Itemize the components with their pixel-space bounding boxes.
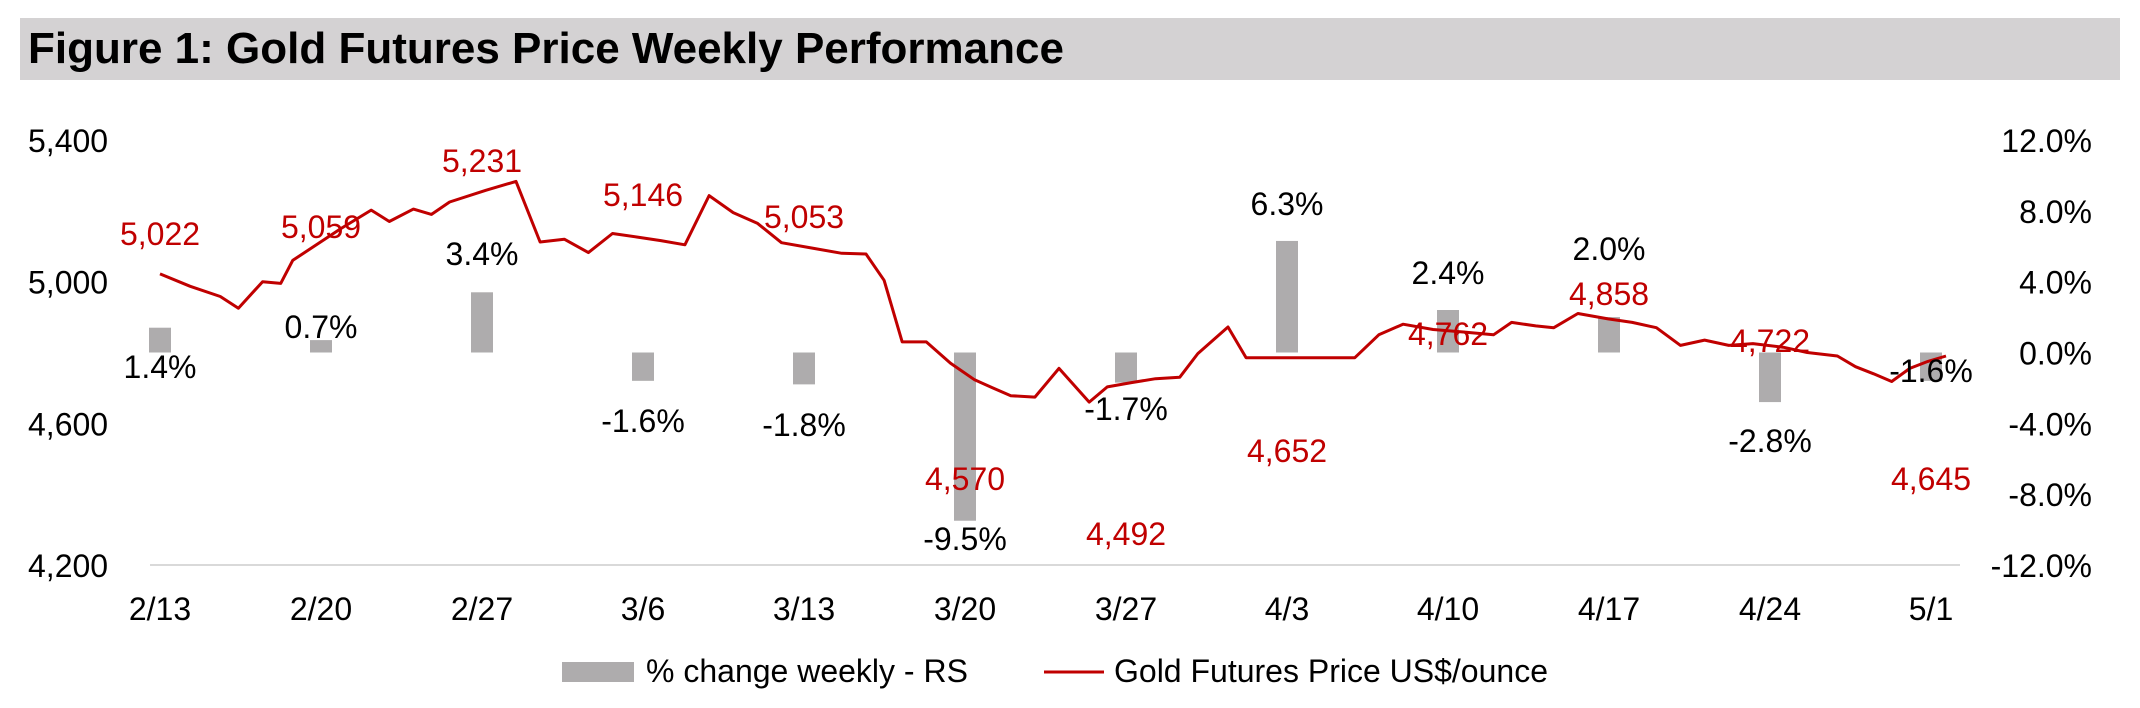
x-tick-label: 4/24 bbox=[1739, 591, 1801, 627]
line-data-label: 5,022 bbox=[120, 216, 200, 252]
right-tick-label: -4.0% bbox=[2008, 406, 2092, 442]
line-data-label: 4,645 bbox=[1891, 461, 1971, 497]
right-tick-label: 8.0% bbox=[2019, 194, 2092, 230]
right-tick-label: -8.0% bbox=[2008, 477, 2092, 513]
bar-data-label: -1.8% bbox=[762, 407, 846, 443]
bar-data-label: -1.6% bbox=[1889, 353, 1973, 389]
bar-3-27 bbox=[1115, 352, 1137, 383]
x-tick-label: 3/6 bbox=[621, 591, 665, 627]
line-data-label: 5,053 bbox=[764, 199, 844, 235]
bar-data-label: 1.4% bbox=[124, 349, 197, 385]
line-data-label: 5,059 bbox=[281, 209, 361, 245]
bar-data-label: 6.3% bbox=[1251, 186, 1324, 222]
bar-4-3 bbox=[1276, 240, 1298, 353]
bar-data-label: 2.0% bbox=[1573, 231, 1646, 267]
legend-bar-label: % change weekly - RS bbox=[646, 653, 968, 689]
x-tick-label: 3/27 bbox=[1095, 591, 1157, 627]
chart-title: Figure 1: Gold Futures Price Weekly Perf… bbox=[28, 24, 1064, 73]
x-tick-label: 3/13 bbox=[773, 591, 835, 627]
x-tick-label: 4/3 bbox=[1265, 591, 1309, 627]
bar-data-label: -2.8% bbox=[1728, 423, 1812, 459]
legend-line-label: Gold Futures Price US$/ounce bbox=[1114, 653, 1548, 689]
bar-data-label: -1.6% bbox=[601, 403, 685, 439]
bar-data-label: 0.7% bbox=[285, 309, 358, 345]
x-tick-label: 4/17 bbox=[1578, 591, 1640, 627]
left-tick-label: 5,400 bbox=[28, 123, 108, 159]
left-tick-label: 4,600 bbox=[28, 406, 108, 442]
x-tick-label: 2/27 bbox=[451, 591, 513, 627]
x-tick-label: 2/20 bbox=[290, 591, 352, 627]
line-data-label: 4,722 bbox=[1730, 323, 1810, 359]
bar-3-20 bbox=[954, 352, 976, 521]
title-bar: Figure 1: Gold Futures Price Weekly Perf… bbox=[20, 18, 2120, 80]
legend-bar-swatch bbox=[562, 662, 634, 682]
x-tick-label: 3/20 bbox=[934, 591, 996, 627]
bar-data-label: -1.7% bbox=[1084, 391, 1168, 427]
right-tick-label: -12.0% bbox=[1991, 548, 2092, 584]
bar-2-27 bbox=[471, 292, 493, 353]
bar-data-label: 2.4% bbox=[1412, 255, 1485, 291]
bar-3-13 bbox=[793, 352, 815, 385]
bar-3-6 bbox=[632, 352, 654, 381]
line-data-label: 4,762 bbox=[1408, 316, 1488, 352]
x-tick-label: 4/10 bbox=[1417, 591, 1479, 627]
bar-data-label: 3.4% bbox=[446, 236, 519, 272]
right-tick-label: 0.0% bbox=[2019, 336, 2092, 372]
line-data-label: 4,652 bbox=[1247, 433, 1327, 469]
line-data-label: 4,492 bbox=[1086, 516, 1166, 552]
left-tick-label: 5,000 bbox=[28, 265, 108, 301]
right-tick-label: 12.0% bbox=[2001, 123, 2092, 159]
x-tick-label: 5/1 bbox=[1909, 591, 1953, 627]
bar-2-13 bbox=[149, 327, 171, 353]
bar-2-20 bbox=[310, 340, 332, 353]
line-data-label: 4,570 bbox=[925, 461, 1005, 497]
x-tick-label: 2/13 bbox=[129, 591, 191, 627]
bar-data-label: -9.5% bbox=[923, 521, 1007, 557]
line-data-label: 5,231 bbox=[442, 143, 522, 179]
bar-4-17 bbox=[1598, 317, 1620, 353]
line-data-label: 5,146 bbox=[603, 177, 683, 213]
bar-4-24 bbox=[1759, 352, 1781, 403]
left-tick-label: 4,200 bbox=[28, 548, 108, 584]
gold-price-line bbox=[159, 179, 1947, 404]
line-data-label: 4,858 bbox=[1569, 276, 1649, 312]
right-tick-label: 4.0% bbox=[2019, 265, 2092, 301]
